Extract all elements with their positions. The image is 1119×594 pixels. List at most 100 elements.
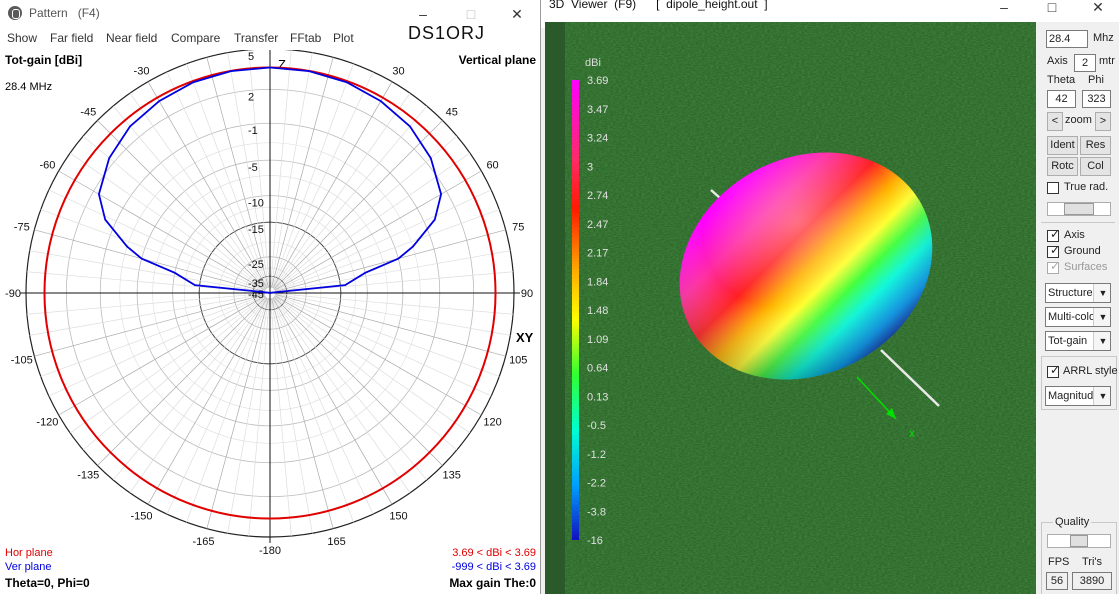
menu-far-field[interactable]: Far field: [50, 31, 94, 45]
minimize-icon[interactable]: –: [1000, 0, 1008, 15]
angle-label: 30: [392, 65, 404, 77]
rotc-button[interactable]: Rotc: [1047, 157, 1078, 176]
frequency-input[interactable]: 28.4: [1046, 30, 1088, 48]
grid-spoke: [82, 296, 266, 451]
colorbar-tick-label: -1.2: [587, 449, 606, 461]
grid-spoke: [58, 295, 265, 416]
radial-label: -15: [248, 224, 264, 236]
surfaces-checkbox[interactable]: ✓: [1047, 260, 1060, 274]
grid-spoke: [129, 92, 267, 289]
angle-label: 60: [486, 160, 498, 172]
axis-checkbox-label: Axis: [1064, 229, 1085, 241]
phi-input[interactable]: 323: [1082, 90, 1111, 108]
fps-value: 56: [1046, 572, 1068, 590]
minimize-icon[interactable]: –: [419, 6, 427, 22]
grid-spoke: [274, 120, 443, 289]
menu-near-field[interactable]: Near field: [106, 31, 158, 45]
close-icon[interactable]: ✕: [1092, 0, 1104, 15]
grid-spoke: [271, 298, 354, 523]
menu-transfer[interactable]: Transfer: [234, 31, 279, 45]
menu-plot[interactable]: Plot: [333, 31, 354, 45]
grid-spoke: [112, 297, 267, 481]
arrl-style-checkbox[interactable]: ✓: [1047, 364, 1060, 378]
theta-phi-label: Theta=0, Phi=0: [5, 576, 90, 590]
grid-spoke: [166, 71, 268, 288]
frequency-unit: Mhz: [1093, 32, 1114, 44]
gain-type-select[interactable]: Tot-gain ▼: [1045, 331, 1111, 351]
true-rad-label: True rad.: [1064, 181, 1109, 193]
close-icon[interactable]: ✕: [511, 6, 523, 22]
zoom-label: zoom: [1065, 114, 1092, 126]
grid-spoke: [34, 229, 265, 292]
axis-checkbox[interactable]: ✓: [1047, 228, 1060, 242]
chevron-down-icon[interactable]: ▼: [1093, 308, 1110, 326]
angle-label: -90: [5, 288, 21, 300]
angle-label: 135: [443, 470, 461, 482]
grid-spoke: [166, 298, 268, 515]
grid-spoke: [274, 152, 471, 290]
angle-label: 45: [446, 106, 458, 118]
xy-axis-label: XY: [516, 330, 534, 345]
menu-compare[interactable]: Compare: [171, 31, 221, 45]
ground-checkbox[interactable]: ✓: [1047, 244, 1060, 258]
colorbar-unit: dBi: [585, 57, 601, 69]
grid-spoke: [227, 298, 270, 534]
true-rad-checkbox[interactable]: [1047, 182, 1059, 194]
colorbar-tick-label: 3: [587, 161, 593, 173]
grid-spoke: [271, 298, 334, 529]
angle-label: -75: [14, 221, 30, 233]
structure-select[interactable]: Structure ▼: [1045, 283, 1111, 303]
grid-spoke: [275, 209, 500, 292]
angle-label: 90: [521, 288, 533, 300]
grid-spoke: [271, 57, 334, 288]
chevron-down-icon[interactable]: ▼: [1093, 284, 1110, 302]
chevron-down-icon[interactable]: ▼: [1093, 387, 1110, 405]
max-gain-label: Max gain The:0: [449, 576, 536, 590]
grid-spoke: [272, 298, 374, 515]
grid-spoke: [69, 152, 266, 290]
menu-fftab[interactable]: FFtab: [290, 31, 322, 45]
res-button[interactable]: Res: [1080, 136, 1111, 155]
grid-spoke: [97, 120, 266, 289]
grid-spoke: [275, 293, 514, 315]
grid-spoke: [129, 297, 267, 494]
hor-plane-legend: Hor plane: [5, 547, 53, 559]
angle-label: 165: [327, 536, 345, 548]
grid-spoke: [273, 105, 428, 289]
grid-spoke: [270, 298, 313, 534]
radial-label: 5: [248, 51, 254, 63]
grid-spoke: [273, 92, 411, 289]
color-mode-select[interactable]: Multi-colo ▼: [1045, 307, 1111, 327]
quality-label: Quality: [1053, 516, 1092, 528]
grid-spoke: [206, 298, 269, 529]
true-rad-slider[interactable]: [1047, 202, 1111, 216]
frequency-label: 28.4 MHz: [5, 81, 53, 93]
angle-label: -165: [192, 536, 214, 548]
zoom-in-button[interactable]: >: [1095, 112, 1111, 131]
axis-size-input[interactable]: 2: [1074, 54, 1096, 72]
radiation-pattern-shade: [679, 152, 933, 380]
grid-spoke: [275, 189, 492, 291]
zoom-out-button[interactable]: <: [1047, 112, 1063, 131]
grid-spoke: [272, 81, 393, 288]
colorbar-tick-label: 0.13: [587, 391, 608, 403]
grid-spoke: [275, 293, 511, 336]
quality-slider[interactable]: [1047, 534, 1111, 548]
grid-spoke: [82, 135, 266, 290]
magnitude-select[interactable]: Magnitud ▼: [1045, 386, 1111, 406]
ident-button[interactable]: Ident: [1047, 136, 1078, 155]
menu-show[interactable]: Show: [7, 31, 38, 45]
angle-label: -105: [11, 355, 33, 367]
grid-spoke: [270, 50, 292, 288]
col-button[interactable]: Col: [1080, 157, 1111, 176]
maximize-icon[interactable]: □: [1047, 0, 1057, 15]
slider-thumb[interactable]: [1064, 203, 1094, 215]
pattern-window: Pattern (F4) – □ ✕ Show Far field Near f…: [0, 0, 541, 594]
grid-spoke: [48, 189, 265, 291]
3d-view[interactable]: 3.69 3.47 3.24 3 2.74 2.47 2.17 1.84 1.48 1.09 0.6…: [545, 22, 1075, 594]
chevron-down-icon[interactable]: ▼: [1093, 332, 1110, 350]
grid-spoke: [273, 297, 428, 481]
theta-input[interactable]: 42: [1047, 90, 1076, 108]
quality-slider-thumb[interactable]: [1070, 535, 1088, 547]
maximize-icon[interactable]: □: [466, 6, 476, 22]
